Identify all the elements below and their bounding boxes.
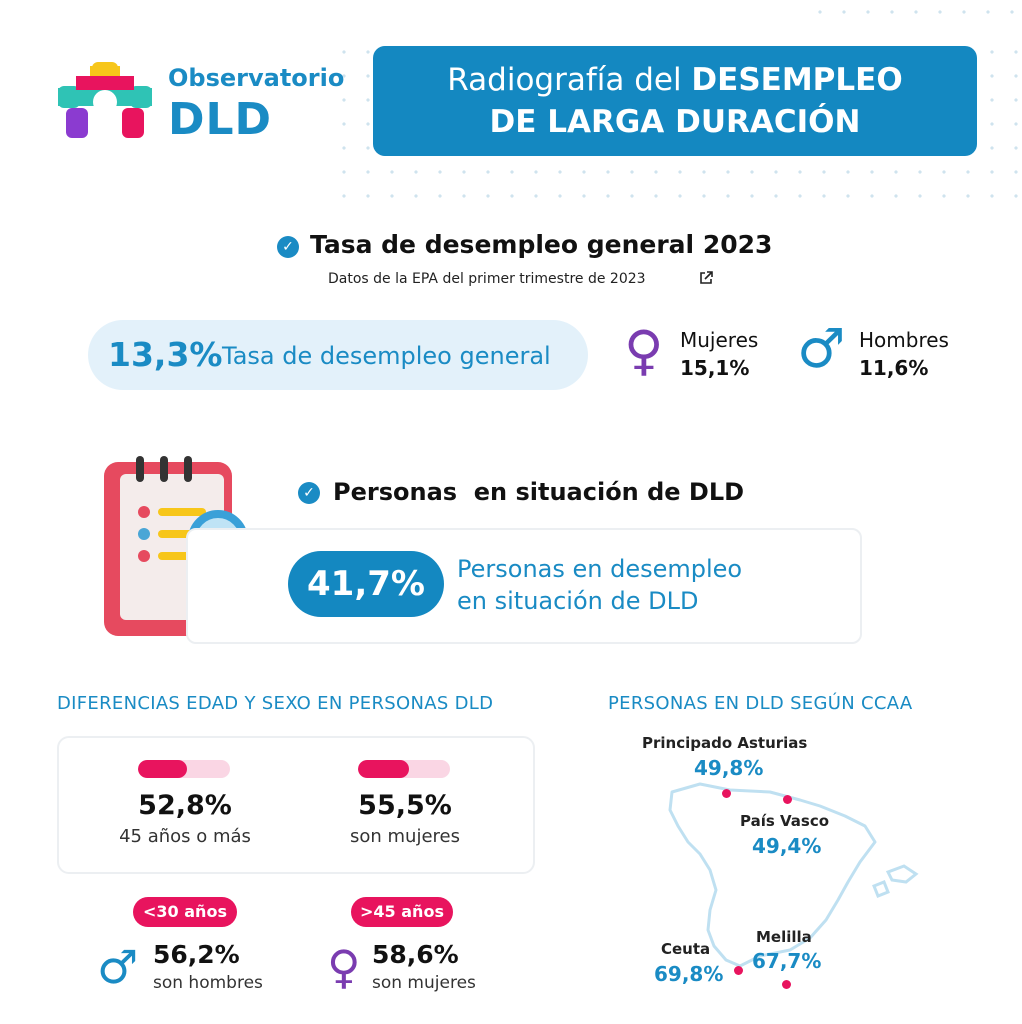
female-icon: ♀ [327, 940, 361, 994]
map-pin-ceuta[interactable] [734, 966, 743, 975]
progress-fill-women [358, 760, 410, 778]
title-bold: DESEMPLEO [691, 62, 903, 98]
group-label-over-45: son mujeres [372, 973, 476, 993]
stat-value-45plus: 52,8% [138, 790, 232, 821]
region-value-ceuta: 69,8% [654, 962, 724, 986]
title-line-2: DE LARGA DURACIÓN [489, 104, 861, 140]
dld-value-pill: 41,7% [288, 551, 444, 617]
source-note: Datos de la EPA del primer trimestre de … [328, 271, 646, 287]
general-rate-label: Tasa de desempleo general [222, 342, 551, 370]
logo [56, 62, 154, 142]
title-prefix: Radiografía del [447, 62, 692, 98]
region-value-melilla: 67,7% [752, 949, 822, 973]
tag-under-30: <30 años [133, 897, 237, 927]
dld-label-line-1: Personas en desempleo [457, 555, 743, 583]
women-value: 15,1% [680, 356, 750, 380]
stat-label-women: son mujeres [350, 826, 460, 847]
section-heading-dld: Personas en situación de DLD [333, 478, 745, 506]
region-name-pais-vasco: País Vasco [740, 812, 830, 830]
female-icon: ♀ [624, 319, 664, 382]
men-value: 11,6% [859, 356, 929, 380]
dot-pattern-top-right [808, 0, 1022, 30]
logo-icon [58, 62, 152, 140]
region-name-asturias: Principado Asturias [642, 734, 808, 752]
progress-fill-45plus [138, 760, 187, 778]
region-value-asturias: 49,8% [694, 756, 764, 780]
spain-map [660, 770, 930, 990]
tag-over-45: >45 años [351, 897, 453, 927]
title-line-1: Radiografía del DESEMPLEO [373, 62, 977, 98]
group-value-over-45: 58,6% [372, 940, 459, 969]
stat-value-women: 55,5% [358, 790, 452, 821]
male-icon: ♂ [797, 317, 846, 380]
men-label: Hombres [859, 328, 949, 352]
progress-bar-45plus [138, 760, 230, 778]
male-icon: ♂ [97, 940, 139, 994]
map-pin-asturias[interactable] [722, 789, 731, 798]
check-icon: ✓ [277, 236, 299, 258]
section-heading-general: Tasa de desempleo general 2023 [310, 230, 773, 259]
group-label-under-30: son hombres [153, 973, 263, 993]
region-name-melilla: Melilla [756, 928, 812, 946]
section-heading-age-sex: DIFERENCIAS EDAD Y SEXO EN PERSONAS DLD [57, 693, 494, 714]
section-heading-ccaa: PERSONAS EN DLD SEGÚN CCAA [608, 693, 913, 714]
source-text: Datos de la EPA del primer trimestre de … [328, 271, 646, 287]
logo-text-observatorio: Observatorio [168, 64, 345, 92]
region-name-ceuta: Ceuta [661, 940, 711, 958]
general-rate-value: 13,3% [108, 335, 223, 374]
title-banner: Radiografía del DESEMPLEO DE LARGA DURAC… [373, 46, 977, 156]
external-link-icon[interactable] [698, 270, 714, 286]
check-icon: ✓ [298, 482, 320, 504]
general-rate-pill: 13,3% Tasa de desempleo general [88, 320, 588, 390]
stat-label-45plus: 45 años o más [119, 826, 251, 847]
dld-label-line-2: en situación de DLD [457, 587, 699, 615]
map-pin-melilla[interactable] [782, 980, 791, 989]
progress-bar-women [358, 760, 450, 778]
group-value-under-30: 56,2% [153, 940, 240, 969]
women-label: Mujeres [680, 328, 759, 352]
region-value-pais-vasco: 49,4% [752, 834, 822, 858]
logo-text-dld: DLD [168, 94, 273, 145]
age-sex-card [57, 736, 535, 874]
map-pin-pais-vasco[interactable] [783, 795, 792, 804]
